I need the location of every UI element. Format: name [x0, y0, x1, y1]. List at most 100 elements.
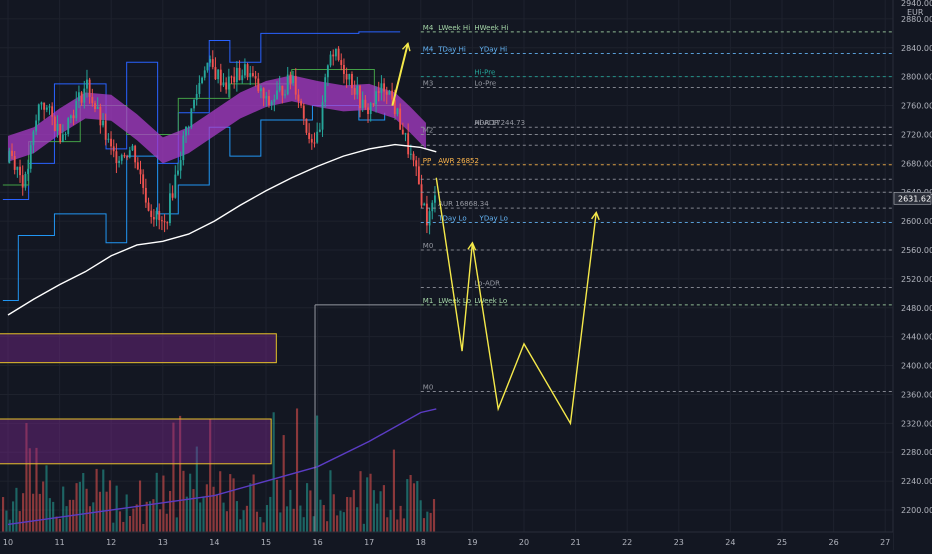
- volume-bar: [22, 493, 25, 532]
- candle-body: [136, 162, 139, 170]
- volume-bar: [152, 499, 155, 532]
- volume-bar: [105, 491, 108, 532]
- price-tick-label: 2240.00: [901, 477, 932, 486]
- candle-body: [104, 120, 107, 140]
- volume-bar: [422, 518, 426, 532]
- volume-bar: [62, 486, 65, 532]
- candle-body: [91, 96, 94, 104]
- candle-body: [142, 174, 145, 188]
- candle-body: [83, 88, 86, 103]
- volume-bar: [125, 494, 128, 532]
- time-tick-label: 23: [674, 538, 684, 547]
- candle-body: [77, 92, 80, 101]
- volume-bar: [175, 517, 178, 532]
- volume-bar: [199, 502, 202, 532]
- level-label: Hi-Pre: [474, 69, 495, 77]
- volume-bar: [255, 511, 259, 532]
- price-tick-label: 2400.00: [901, 362, 932, 371]
- candle-body: [273, 99, 276, 102]
- volume-bar: [339, 510, 342, 532]
- candle-body: [300, 101, 303, 106]
- level-label: M2: [423, 126, 434, 134]
- volume-bar: [265, 505, 269, 532]
- candle-body: [364, 99, 367, 108]
- candle-body: [61, 134, 64, 143]
- price-tick-label: 2360.00: [901, 390, 932, 399]
- forecast-arrowhead-mid: [467, 241, 477, 251]
- level-label: TDay Lo: [437, 215, 466, 223]
- volume-bar: [202, 496, 205, 532]
- time-tick-label: 15: [261, 538, 271, 547]
- volume-bar: [162, 475, 165, 532]
- candle-body: [329, 54, 332, 66]
- volume-bar: [392, 449, 395, 532]
- volume-bar: [272, 412, 275, 532]
- candle-body: [45, 107, 48, 110]
- candle-body: [174, 174, 177, 198]
- candle-body: [21, 175, 24, 188]
- candle-body: [139, 169, 142, 175]
- volume-bars: [2, 408, 436, 532]
- volume-bar: [372, 490, 375, 532]
- volume-bar: [389, 509, 392, 532]
- candle-body: [201, 77, 204, 84]
- time-tick-label: 13: [158, 538, 168, 547]
- volume-bar: [2, 497, 5, 532]
- candle-body: [147, 202, 150, 211]
- volume-bar: [285, 506, 289, 532]
- candle-body: [160, 220, 163, 222]
- volume-bar: [182, 470, 185, 532]
- volume-bar: [322, 505, 325, 532]
- volume-bar: [195, 446, 198, 532]
- volume-bar: [406, 479, 409, 532]
- candle-body: [401, 129, 404, 135]
- volume-bar: [419, 500, 422, 532]
- candle-body: [260, 88, 262, 92]
- zone-2: [0, 418, 272, 465]
- candle-body: [313, 142, 316, 144]
- volume-bar: [58, 519, 61, 532]
- candle-body: [27, 168, 30, 174]
- volume-bar: [205, 484, 208, 532]
- candle-body: [72, 115, 75, 119]
- candle-body: [434, 195, 436, 203]
- candle-body: [48, 106, 51, 108]
- volume-bar: [108, 480, 112, 532]
- volume-bar: [92, 502, 95, 532]
- candle-body: [32, 131, 35, 146]
- candle-body: [316, 131, 319, 143]
- level-label: AUR 16868.34: [438, 200, 489, 208]
- volume-bar: [165, 513, 168, 532]
- rally-arrow-line: [391, 43, 409, 106]
- candle-body: [305, 118, 308, 133]
- volume-bar: [316, 415, 319, 532]
- time-tick-label: 26: [829, 538, 839, 547]
- time-tick-label: 25: [777, 538, 787, 547]
- candle-body: [407, 133, 410, 155]
- candle-body: [126, 156, 129, 158]
- price-tick-label: 2800.00: [901, 73, 932, 82]
- volume-bar: [172, 422, 175, 532]
- candle-body: [163, 221, 166, 223]
- candle-body: [64, 134, 67, 136]
- candle-body: [227, 76, 230, 90]
- candle-body: [37, 104, 40, 121]
- candle-body: [99, 106, 102, 126]
- time-tick-label: 17: [364, 538, 374, 547]
- volume-bar: [305, 483, 309, 532]
- candles: [8, 46, 436, 235]
- candle-body: [8, 150, 11, 164]
- volume-bar: [65, 506, 68, 532]
- volume-bar: [95, 468, 98, 532]
- time-axis-bg: [0, 532, 893, 550]
- candle-body: [281, 85, 284, 96]
- candle-body: [409, 153, 412, 155]
- time-tick-label: 16: [313, 538, 323, 547]
- volume-bar: [229, 474, 232, 532]
- volume-bar: [259, 517, 262, 532]
- candle-body: [417, 166, 420, 185]
- volume-bar: [309, 490, 312, 532]
- candle-body: [69, 115, 72, 119]
